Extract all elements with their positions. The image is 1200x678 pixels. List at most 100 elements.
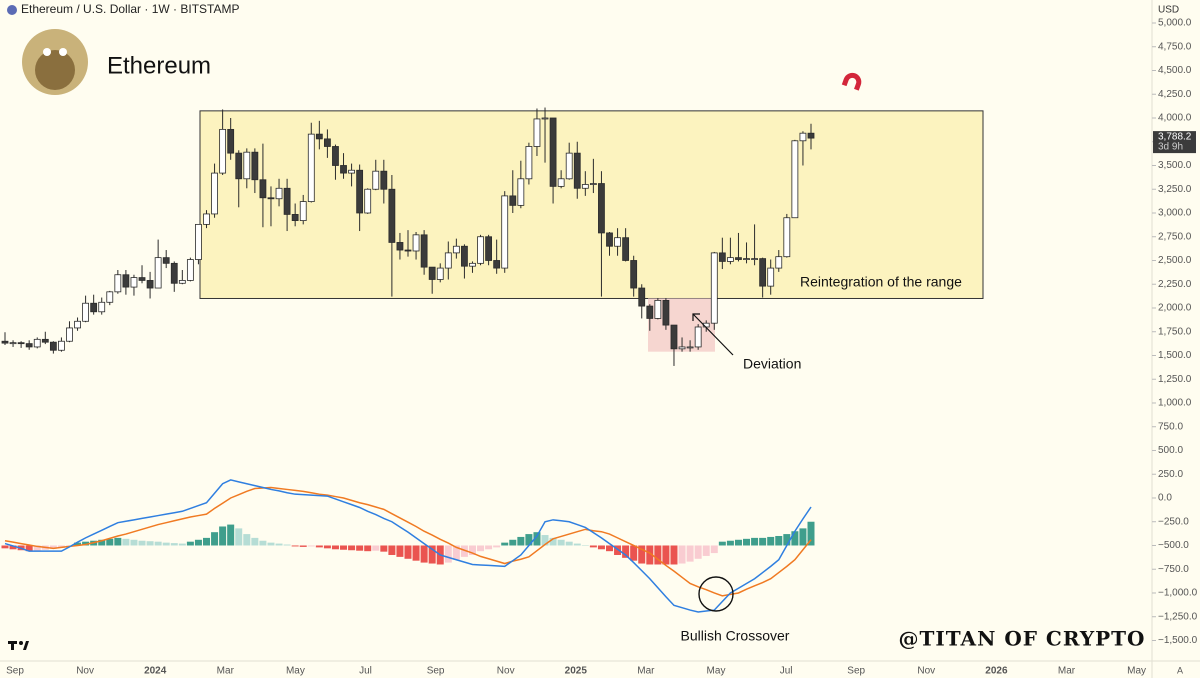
candle-body: [9, 342, 17, 345]
x-tick-label: Sep: [427, 666, 445, 677]
macd-histogram-bar: [517, 536, 525, 546]
x-tick-label: Nov: [497, 666, 515, 677]
candle-body: [388, 188, 396, 243]
macd-histogram-bar: [726, 540, 734, 546]
macd-histogram-bar: [734, 539, 742, 546]
macd-histogram-bar: [597, 545, 605, 550]
candle-body: [428, 266, 436, 280]
y-tick-label: 500.0: [1158, 445, 1183, 456]
macd-histogram-bar: [622, 545, 630, 558]
x-tick-label: May: [1127, 666, 1146, 677]
macd-histogram-bar: [444, 545, 452, 563]
macd-histogram-bar: [460, 545, 468, 557]
candle-body: [783, 217, 791, 258]
macd-histogram-bar: [638, 545, 646, 564]
candle-body: [461, 245, 468, 267]
auto-scale-button[interactable]: A: [1177, 665, 1183, 675]
y-tick-label: 3,500.0: [1158, 160, 1192, 171]
candle-body: [501, 195, 509, 269]
x-tick-label: 2024: [144, 666, 167, 677]
macd-histogram-bar: [98, 539, 106, 546]
x-tick-label: Sep: [6, 666, 24, 677]
macd-histogram-bar: [767, 536, 775, 546]
y-tick-label: −750.0: [1158, 564, 1189, 575]
y-tick-label: 0.0: [1158, 493, 1172, 504]
candle-body: [364, 188, 372, 214]
candle-body: [581, 184, 589, 189]
candle-body: [372, 170, 380, 190]
candle-body: [775, 256, 783, 269]
candle-body: [211, 172, 218, 215]
macd-histogram-bar: [581, 545, 589, 546]
macd-histogram-bar: [710, 545, 718, 554]
candle-body: [267, 197, 275, 200]
y-tick-label: 1,000.0: [1158, 398, 1192, 409]
candle-body: [509, 195, 517, 206]
candle-body: [743, 258, 750, 260]
macd-histogram-bar: [404, 545, 412, 559]
x-tick-label: Jul: [359, 666, 372, 677]
candle-body: [323, 138, 331, 147]
macd-histogram-bar: [227, 524, 235, 546]
macd-histogram-bar: [654, 545, 662, 565]
candle-body: [469, 262, 476, 267]
macd-histogram-bar: [477, 545, 485, 552]
watermark: @TITAN OF CRYPTO: [899, 627, 1146, 651]
candle-body: [404, 249, 412, 252]
macd-histogram-bar: [106, 538, 114, 546]
candle-body: [807, 132, 815, 139]
macd-histogram-bar: [501, 542, 509, 546]
candle-body: [517, 178, 525, 206]
candle-body: [589, 183, 597, 185]
macd-layer: [1, 479, 815, 613]
candle-body: [98, 301, 106, 313]
macd-histogram-bar: [686, 545, 694, 562]
chart-title: Ethereum: [107, 52, 211, 79]
macd-histogram-bar: [452, 545, 460, 560]
candle-body: [146, 280, 154, 289]
macd-histogram-bar: [783, 534, 791, 546]
candle-body: [686, 346, 694, 349]
macd-histogram-bar: [493, 545, 501, 548]
macd-histogram-bar: [291, 545, 299, 547]
y-tick-label: −500.0: [1158, 540, 1189, 551]
macd-histogram-bar: [791, 531, 799, 546]
macd-histogram-bar: [9, 545, 17, 550]
macd-histogram-bar: [74, 542, 82, 546]
candle-body: [727, 257, 734, 262]
y-tick-label: 3,250.0: [1158, 184, 1192, 195]
macd-histogram-bar: [348, 545, 356, 551]
candle-body: [598, 183, 605, 234]
macd-histogram-bar: [162, 542, 170, 546]
candle-body: [58, 340, 65, 351]
macd-histogram-bar: [203, 537, 210, 546]
crossover-label: Bullish Crossover: [681, 628, 790, 644]
candle-body: [170, 262, 178, 284]
candle-body: [154, 257, 162, 289]
candle-body: [283, 187, 291, 215]
macd-histogram-bar: [589, 545, 597, 548]
y-tick-label: 1,250.0: [1158, 374, 1192, 385]
candle-body: [259, 179, 267, 199]
x-tick-label: Sep: [847, 666, 865, 677]
macd-histogram-bar: [630, 545, 638, 561]
candle-body: [630, 260, 638, 289]
candle-body: [791, 140, 799, 219]
x-tick-label: Mar: [637, 666, 655, 677]
candle-body: [412, 234, 420, 252]
candle-body: [33, 338, 41, 348]
macd-histogram-bar: [82, 541, 90, 546]
macd-histogram-bar: [396, 545, 404, 557]
macd-histogram-bar: [372, 545, 380, 551]
macd-histogram-bar: [614, 545, 622, 555]
candle-body: [178, 280, 186, 284]
candle-body: [670, 324, 678, 350]
macd-histogram-bar: [718, 541, 726, 546]
chart-header: Ethereum / U.S. Dollar · 1W · BITSTAMP: [21, 2, 239, 16]
candle-body: [799, 132, 807, 142]
candle-body: [227, 128, 235, 154]
candle-body: [356, 169, 364, 214]
macd-histogram-bar: [807, 521, 815, 546]
y-tick-label: 2,000.0: [1158, 303, 1192, 314]
